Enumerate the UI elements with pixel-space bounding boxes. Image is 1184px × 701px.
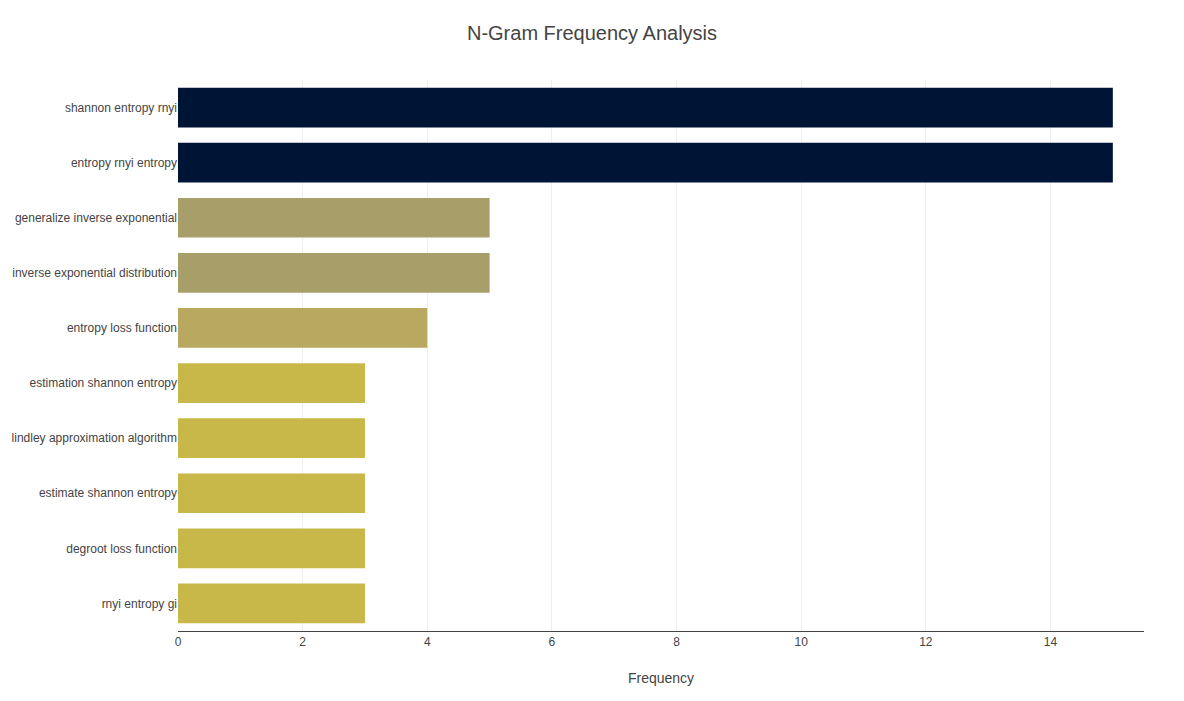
svg-text:entropy rnyi entropy: entropy rnyi entropy <box>71 156 177 170</box>
svg-text:shannon entropy rnyi: shannon entropy rnyi <box>65 101 177 115</box>
svg-text:lindley approximation algorith: lindley approximation algorithm <box>12 431 177 445</box>
svg-text:generalize inverse exponential: generalize inverse exponential <box>15 211 177 225</box>
svg-text:entropy loss function: entropy loss function <box>67 321 177 335</box>
svg-text:0: 0 <box>175 635 182 649</box>
svg-text:N-Gram Frequency Analysis: N-Gram Frequency Analysis <box>467 22 717 44</box>
svg-text:estimation shannon entropy: estimation shannon entropy <box>30 376 177 390</box>
svg-text:inverse exponential distributi: inverse exponential distribution <box>12 266 177 280</box>
svg-text:Frequency: Frequency <box>628 670 694 686</box>
svg-text:10: 10 <box>795 635 809 649</box>
svg-text:6: 6 <box>549 635 556 649</box>
svg-text:12: 12 <box>919 635 933 649</box>
svg-text:rnyi entropy gi: rnyi entropy gi <box>102 597 177 611</box>
svg-text:8: 8 <box>673 635 680 649</box>
svg-text:14: 14 <box>1044 635 1058 649</box>
svg-text:estimate shannon entropy: estimate shannon entropy <box>39 486 177 500</box>
svg-text:degroot loss function: degroot loss function <box>66 542 177 556</box>
svg-text:2: 2 <box>299 635 306 649</box>
svg-text:4: 4 <box>424 635 431 649</box>
